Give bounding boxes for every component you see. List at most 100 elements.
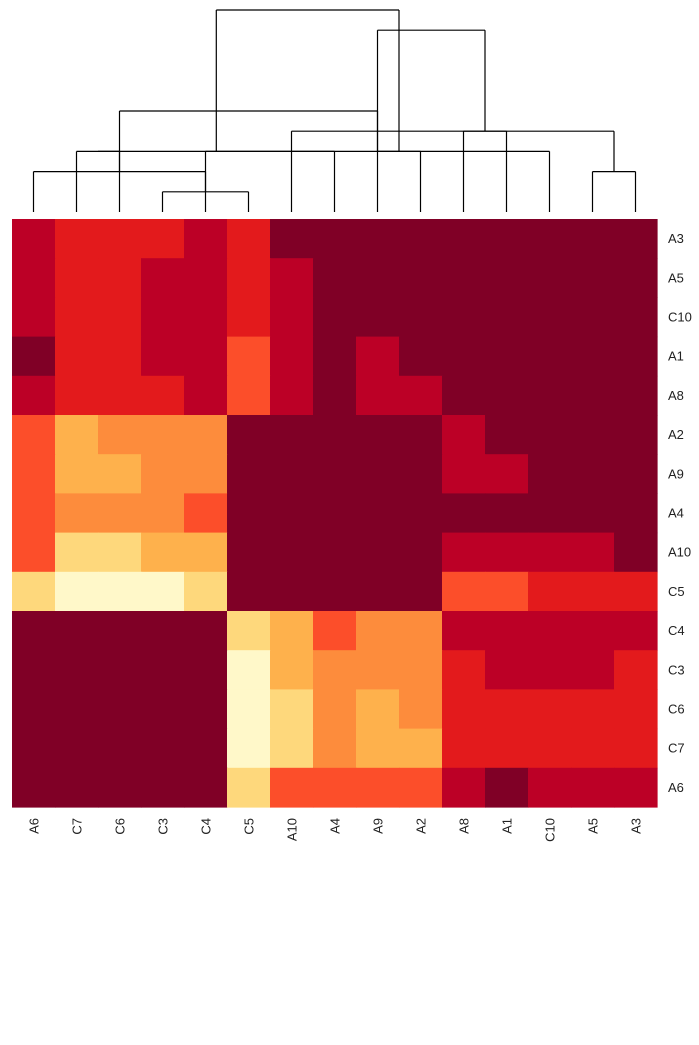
column-label: C5 (242, 818, 257, 835)
heatmap-cell (442, 650, 486, 690)
heatmap-cell (485, 415, 529, 455)
heatmap-cell (571, 767, 615, 808)
row-label: A3 (668, 231, 684, 246)
heatmap-cell (442, 219, 486, 259)
row-label: C6 (668, 702, 685, 717)
heatmap-cell (356, 767, 400, 808)
heatmap-cell (55, 454, 99, 494)
column-label: A6 (27, 818, 42, 834)
heatmap-cell (184, 375, 228, 416)
row-label: A6 (668, 780, 684, 795)
heatmap-cell (571, 336, 615, 377)
heatmap-cell (528, 689, 572, 730)
heatmap-cell (485, 493, 529, 534)
heatmap-cell (356, 375, 400, 416)
heatmap-cell (442, 375, 486, 416)
heatmap-cell (227, 493, 271, 534)
row-label: C10 (668, 310, 692, 325)
heatmap-cell (98, 689, 142, 730)
column-labels: A6 C7 C6 C3 C4 C5 A10 A4 A9 A2 A8 A1 C10 A5 A3 (27, 818, 644, 842)
heatmap-cell (313, 258, 357, 298)
heatmap-cell (356, 336, 400, 377)
heatmap-cell (442, 532, 486, 573)
heatmap-cell (528, 375, 572, 416)
heatmap-cell (141, 532, 185, 573)
heatmap-cell (227, 415, 271, 455)
heatmap-cell (184, 493, 228, 534)
heatmap-cell (270, 689, 314, 730)
heatmap-cell (313, 336, 357, 377)
column-label: A3 (629, 818, 644, 834)
heatmap-cell (98, 454, 142, 494)
heatmap-cell (227, 375, 271, 416)
heatmap-cell (356, 650, 400, 690)
heatmap-cell (12, 689, 56, 730)
heatmap-cell (614, 650, 658, 690)
row-label: C5 (668, 584, 685, 599)
heatmap-cell (485, 297, 529, 338)
heatmap-cell (442, 258, 486, 298)
heatmap-cell (614, 258, 658, 298)
row-label: C4 (668, 623, 685, 638)
heatmap-cell (12, 493, 56, 534)
heatmap-cell (141, 571, 185, 612)
column-label: C4 (199, 818, 214, 835)
heatmap-cell (442, 611, 486, 651)
heatmap-cell (55, 650, 99, 690)
heatmap-cell (55, 493, 99, 534)
heatmap-cell (98, 258, 142, 298)
heatmap-cell (614, 532, 658, 573)
heatmap-cell (485, 571, 529, 612)
heatmap-cell (227, 297, 271, 338)
heatmap-cell (571, 650, 615, 690)
heatmap-cell (227, 728, 271, 769)
heatmap-cell (313, 611, 357, 651)
heatmap-cell (614, 454, 658, 494)
heatmap-cell (485, 767, 529, 808)
heatmap-cell (528, 415, 572, 455)
heatmap-cell (184, 532, 228, 573)
heatmap-cell (485, 336, 529, 377)
heatmap-cell (442, 493, 486, 534)
heatmap-cell (184, 454, 228, 494)
heatmap-cell (141, 650, 185, 690)
heatmap-cell (141, 689, 185, 730)
heatmap-cell (184, 415, 228, 455)
heatmap-cell (313, 454, 357, 494)
column-label: A1 (500, 818, 515, 834)
row-label: A9 (668, 466, 684, 481)
heatmap-cell (270, 767, 314, 808)
row-label: A8 (668, 388, 684, 403)
heatmap-cell (614, 728, 658, 769)
heatmap-cell (356, 454, 400, 494)
heatmap-cell (399, 689, 443, 730)
column-label: A10 (285, 818, 300, 841)
heatmap-cell (399, 611, 443, 651)
heatmap-cell (270, 415, 314, 455)
heatmap-cell (270, 297, 314, 338)
heatmap-cells (12, 219, 658, 808)
row-label: C7 (668, 741, 685, 756)
heatmap-cell (442, 415, 486, 455)
heatmap-cell (399, 336, 443, 377)
heatmap-cell (98, 297, 142, 338)
heatmap-cell (614, 689, 658, 730)
heatmap-cell (571, 297, 615, 338)
heatmap-cell (55, 532, 99, 573)
heatmap-cell (98, 415, 142, 455)
heatmap-cell (399, 767, 443, 808)
heatmap-cell (399, 297, 443, 338)
heatmap-cell (528, 611, 572, 651)
heatmap-cell (227, 611, 271, 651)
heatmap-cell (313, 728, 357, 769)
heatmap-cell (485, 532, 529, 573)
heatmap-cell (141, 454, 185, 494)
heatmap-cell (485, 454, 529, 494)
heatmap-cell (614, 375, 658, 416)
heatmap-cell (12, 219, 56, 259)
heatmap-cell (485, 219, 529, 259)
heatmap-cell (442, 336, 486, 377)
heatmap-cell (12, 611, 56, 651)
heatmap-cell (141, 297, 185, 338)
heatmap-cell (485, 611, 529, 651)
